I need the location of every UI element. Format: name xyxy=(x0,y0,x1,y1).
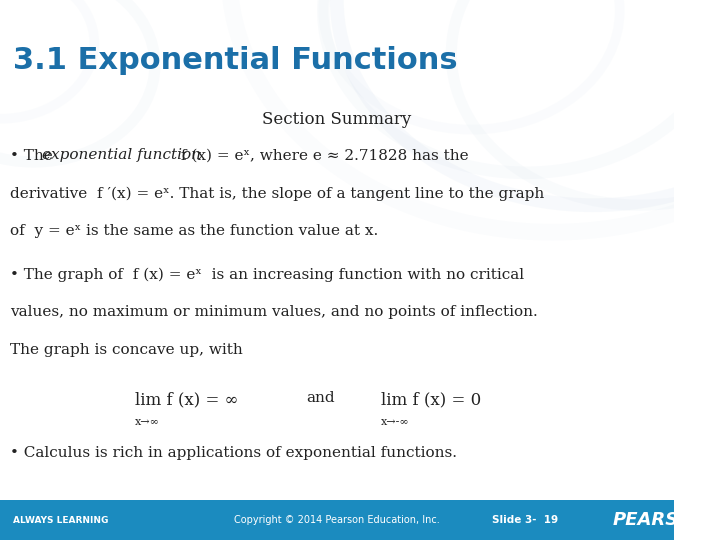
Text: Section Summary: Section Summary xyxy=(262,111,411,127)
Text: and: and xyxy=(307,392,335,406)
Text: PEARSON: PEARSON xyxy=(613,511,710,529)
Text: x→∞: x→∞ xyxy=(135,417,160,428)
Text: of  y = eˣ is the same as the function value at x.: of y = eˣ is the same as the function va… xyxy=(10,224,378,238)
Text: 3.1 Exponential Functions: 3.1 Exponential Functions xyxy=(14,46,458,75)
Text: The graph is concave up, with: The graph is concave up, with xyxy=(10,343,243,357)
Text: • Calculus is rich in applications of exponential functions.: • Calculus is rich in applications of ex… xyxy=(10,446,457,460)
Text: ALWAYS LEARNING: ALWAYS LEARNING xyxy=(14,516,109,524)
Text: lim f (x) = 0: lim f (x) = 0 xyxy=(381,392,481,408)
Text: derivative  f ′(x) = eˣ. That is, the slope of a tangent line to the graph: derivative f ′(x) = eˣ. That is, the slo… xyxy=(10,186,544,201)
Text: • The graph of  f (x) = eˣ  is an increasing function with no critical: • The graph of f (x) = eˣ is an increasi… xyxy=(10,267,524,282)
Text: x→-∞: x→-∞ xyxy=(381,417,409,428)
FancyBboxPatch shape xyxy=(0,500,674,540)
Text: f (x) = eˣ, where e ≈ 2.71828 has the: f (x) = eˣ, where e ≈ 2.71828 has the xyxy=(176,148,469,163)
Text: lim f (x) = ∞: lim f (x) = ∞ xyxy=(135,392,238,408)
Text: Slide 3-  19: Slide 3- 19 xyxy=(492,515,558,525)
Text: exponential function: exponential function xyxy=(42,148,202,163)
Text: Copyright © 2014 Pearson Education, Inc.: Copyright © 2014 Pearson Education, Inc. xyxy=(234,515,440,525)
Text: • The: • The xyxy=(10,148,58,163)
Text: values, no maximum or minimum values, and no points of inflection.: values, no maximum or minimum values, an… xyxy=(10,305,538,319)
